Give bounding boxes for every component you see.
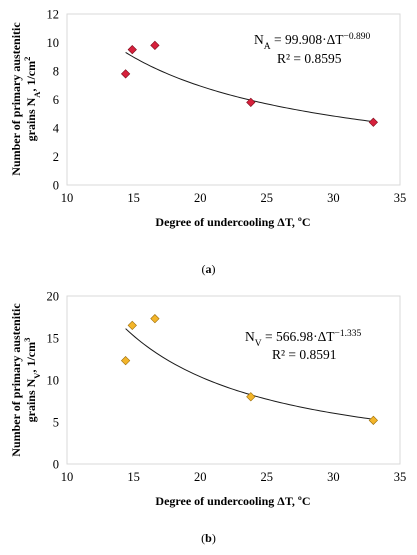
data-point-diamond — [246, 392, 256, 402]
x-axis-title: Degree of undercooling ΔT, ºC — [155, 494, 310, 508]
y-tick-label: 12 — [47, 8, 60, 22]
x-tick-labels: 10 15 20 25 30 35 — [61, 191, 407, 205]
data-point-diamond — [368, 415, 378, 425]
x-tick-label: 25 — [261, 191, 274, 205]
y-tick-label: 0 — [53, 458, 59, 472]
y-axis-title-line1: Number of primary austenitic — [9, 22, 23, 176]
data-point-diamond — [120, 69, 131, 79]
x-tick-label: 20 — [194, 191, 207, 205]
y-tick-label: 0 — [53, 179, 59, 193]
x-tick-label: 15 — [127, 191, 140, 205]
y-axis-title-line2: grains NV, 1/cm3 — [22, 338, 42, 423]
plot-area-border — [66, 13, 401, 186]
equation-box — [247, 26, 371, 68]
r-squared-label: R² = 0.8591 — [272, 347, 337, 362]
y-axis-title: Number of primary austenitic grains NV, … — [9, 303, 42, 457]
x-tick-label: 35 — [394, 191, 407, 205]
y-tick-label: 6 — [53, 93, 59, 107]
x-tick-label: 25 — [261, 470, 274, 484]
data-point-diamond — [150, 40, 160, 50]
y-tick-labels: 0 5 10 15 20 — [47, 290, 60, 472]
y-tick-label: 8 — [53, 65, 59, 79]
trend-equation: NV = 566.98·ΔT−1.335 — [245, 329, 362, 349]
data-point-diamond — [368, 117, 378, 127]
y-axis-title-line1: Number of primary austenitic — [9, 303, 23, 457]
x-tick-label: 35 — [394, 470, 407, 484]
x-tick-label: 20 — [194, 470, 207, 484]
chart-panel-b: 10 15 20 25 30 35 0 5 10 15 20 NV = 566.98·ΔT−1.3… — [9, 290, 406, 546]
trend-equation: NA = 99.908·ΔT−0.890 — [254, 32, 371, 52]
data-points — [120, 314, 378, 425]
data-point-diamond — [127, 320, 137, 331]
data-point-diamond — [246, 97, 256, 107]
x-tick-labels: 10 15 20 25 30 35 — [61, 470, 407, 484]
r-squared-label: R² = 0.8595 — [277, 51, 342, 66]
x-tick-label: 15 — [127, 470, 140, 484]
y-tick-label: 15 — [47, 332, 60, 346]
x-tick-label: 30 — [327, 470, 340, 484]
chart-panel-a: 10 15 20 25 30 35 0 2 4 6 8 10 12 NA = 99.908·ΔT−0.… — [9, 8, 406, 277]
data-point-diamond — [150, 314, 160, 324]
x-tick-label: 10 — [61, 470, 74, 484]
panel-label-b: (b) — [201, 531, 216, 545]
y-tick-label: 4 — [53, 122, 60, 136]
y-tick-label: 10 — [47, 374, 60, 388]
x-tick-label: 10 — [61, 191, 74, 205]
panel-label-a: (a) — [202, 262, 216, 276]
data-point-diamond — [127, 45, 137, 55]
x-tick-label: 30 — [327, 191, 340, 205]
data-point-diamond — [120, 356, 131, 366]
x-axis-title: Degree of undercooling ΔT, ºC — [155, 215, 310, 229]
plot-area-border — [66, 295, 401, 465]
y-axis-title-line2: grains NA, 1/cm2 — [22, 57, 42, 142]
y-tick-label: 5 — [53, 416, 59, 430]
y-tick-label: 20 — [47, 290, 60, 304]
equation-box — [236, 320, 382, 366]
y-axis-title: Number of primary austenitic grains NA, … — [9, 22, 42, 176]
y-tick-label: 2 — [53, 150, 59, 164]
data-points — [120, 40, 378, 127]
y-tick-label: 10 — [47, 36, 60, 50]
y-tick-labels: 0 2 4 6 8 10 12 — [47, 8, 60, 193]
